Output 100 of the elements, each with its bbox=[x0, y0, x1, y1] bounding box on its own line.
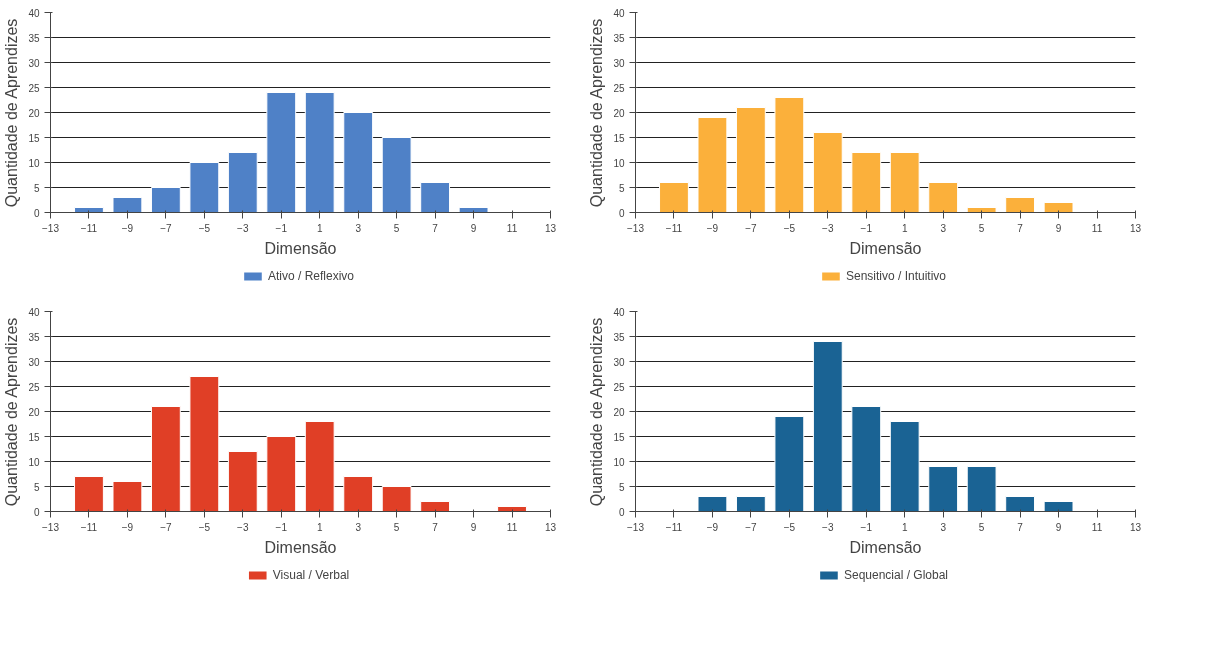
y-tick-label: 0 bbox=[33, 506, 40, 518]
x-tick-label: −9 bbox=[706, 222, 719, 234]
y-axis-title: Quantidade de Aprendizes bbox=[3, 18, 21, 208]
x-axis-title: Dimensão bbox=[849, 239, 922, 257]
bar bbox=[774, 97, 805, 213]
y-tick-label: 20 bbox=[613, 107, 625, 119]
x-tick-label: 1 bbox=[316, 222, 323, 234]
bar bbox=[381, 486, 412, 512]
x-tick-label: −3 bbox=[237, 521, 249, 533]
legend-label: Sequencial / Global bbox=[843, 568, 949, 582]
y-axis-title: Quantidade de Aprendizes bbox=[588, 317, 606, 507]
y-tick-label: 5 bbox=[618, 182, 625, 194]
y-tick-label: 15 bbox=[28, 431, 40, 443]
bar bbox=[420, 182, 451, 213]
bar bbox=[697, 496, 728, 512]
bar bbox=[774, 416, 805, 512]
bar bbox=[659, 182, 689, 213]
y-tick-label: 15 bbox=[613, 132, 625, 144]
bar bbox=[266, 436, 297, 512]
bar bbox=[112, 481, 143, 512]
bar bbox=[497, 506, 527, 512]
x-tick-label: −13 bbox=[627, 222, 645, 234]
bar bbox=[150, 187, 181, 213]
bar bbox=[381, 137, 412, 213]
x-tick-label: 1 bbox=[316, 521, 323, 533]
y-tick-label: 10 bbox=[28, 157, 40, 169]
x-tick-label: 3 bbox=[940, 222, 947, 234]
bar bbox=[227, 451, 258, 512]
x-axis-title: Dimensão bbox=[264, 239, 337, 257]
y-tick-label: 30 bbox=[28, 356, 40, 368]
x-tick-label: −1 bbox=[275, 521, 288, 533]
y-tick-label: 40 bbox=[613, 7, 625, 19]
y-tick-label: 10 bbox=[613, 456, 625, 468]
x-tick-label: −1 bbox=[275, 222, 288, 234]
y-tick-label: 15 bbox=[28, 132, 40, 144]
y-tick-label: 35 bbox=[613, 331, 625, 343]
bar bbox=[928, 466, 959, 512]
x-tick-label: 11 bbox=[506, 222, 518, 234]
bar bbox=[1005, 197, 1036, 213]
y-tick-label: 15 bbox=[613, 431, 625, 443]
x-tick-label: −9 bbox=[121, 222, 134, 234]
bar bbox=[1043, 202, 1074, 213]
y-tick-label: 10 bbox=[613, 157, 625, 169]
y-tick-label: 20 bbox=[28, 406, 40, 418]
bar bbox=[150, 406, 181, 512]
x-tick-label: 3 bbox=[355, 521, 362, 533]
x-tick-label: −7 bbox=[160, 222, 173, 234]
x-tick-label: −13 bbox=[42, 222, 60, 234]
y-tick-label: 40 bbox=[28, 7, 40, 19]
legend-label: Visual / Verbal bbox=[272, 568, 350, 582]
x-tick-label: 7 bbox=[1017, 521, 1024, 533]
x-tick-label: −3 bbox=[237, 222, 249, 234]
bar bbox=[889, 421, 920, 512]
x-tick-label: −7 bbox=[745, 222, 758, 234]
x-tick-label: 7 bbox=[432, 222, 439, 234]
y-tick-label: 5 bbox=[33, 182, 40, 194]
x-tick-label: −13 bbox=[42, 521, 60, 533]
bar bbox=[928, 182, 959, 213]
y-tick-label: 40 bbox=[613, 306, 625, 318]
y-axis-title: Quantidade de Aprendizes bbox=[588, 18, 606, 208]
y-tick-label: 10 bbox=[28, 456, 40, 468]
y-tick-label: 25 bbox=[613, 82, 625, 94]
bar bbox=[343, 476, 374, 512]
y-tick-label: 30 bbox=[613, 57, 625, 69]
x-tick-label: 13 bbox=[544, 222, 557, 234]
y-tick-label: 30 bbox=[28, 57, 40, 69]
bar bbox=[74, 207, 104, 213]
y-tick-label: 35 bbox=[28, 32, 40, 44]
y-tick-label: 25 bbox=[28, 82, 40, 94]
legend-label: Ativo / Reflexivo bbox=[267, 269, 355, 283]
x-tick-label: 1 bbox=[901, 521, 908, 533]
x-tick-label: −9 bbox=[706, 521, 719, 533]
bar bbox=[189, 162, 220, 213]
x-tick-label: 9 bbox=[1055, 222, 1062, 234]
bar bbox=[851, 406, 882, 512]
x-tick-label: 5 bbox=[978, 521, 985, 533]
bar bbox=[458, 207, 489, 213]
x-tick-label: 9 bbox=[470, 222, 477, 234]
bar bbox=[1005, 496, 1036, 512]
x-tick-label: −7 bbox=[160, 521, 173, 533]
x-tick-label: −11 bbox=[80, 521, 98, 533]
x-tick-label: −11 bbox=[665, 521, 683, 533]
bar bbox=[112, 197, 143, 213]
x-tick-label: −3 bbox=[822, 222, 834, 234]
bar bbox=[812, 132, 843, 213]
x-tick-label: 9 bbox=[1055, 521, 1062, 533]
x-tick-label: −1 bbox=[860, 222, 873, 234]
bar bbox=[735, 496, 766, 512]
y-tick-label: 35 bbox=[613, 32, 625, 44]
y-tick-label: 5 bbox=[33, 481, 40, 493]
x-tick-label: 13 bbox=[1129, 521, 1142, 533]
bar bbox=[74, 476, 104, 512]
x-tick-label: −5 bbox=[198, 521, 211, 533]
x-axis-title: Dimensão bbox=[264, 538, 337, 556]
bar bbox=[735, 107, 766, 213]
y-tick-label: 20 bbox=[28, 107, 40, 119]
bar bbox=[227, 152, 258, 213]
x-tick-label: −5 bbox=[198, 222, 211, 234]
y-tick-label: 25 bbox=[613, 381, 625, 393]
y-tick-label: 20 bbox=[613, 406, 625, 418]
